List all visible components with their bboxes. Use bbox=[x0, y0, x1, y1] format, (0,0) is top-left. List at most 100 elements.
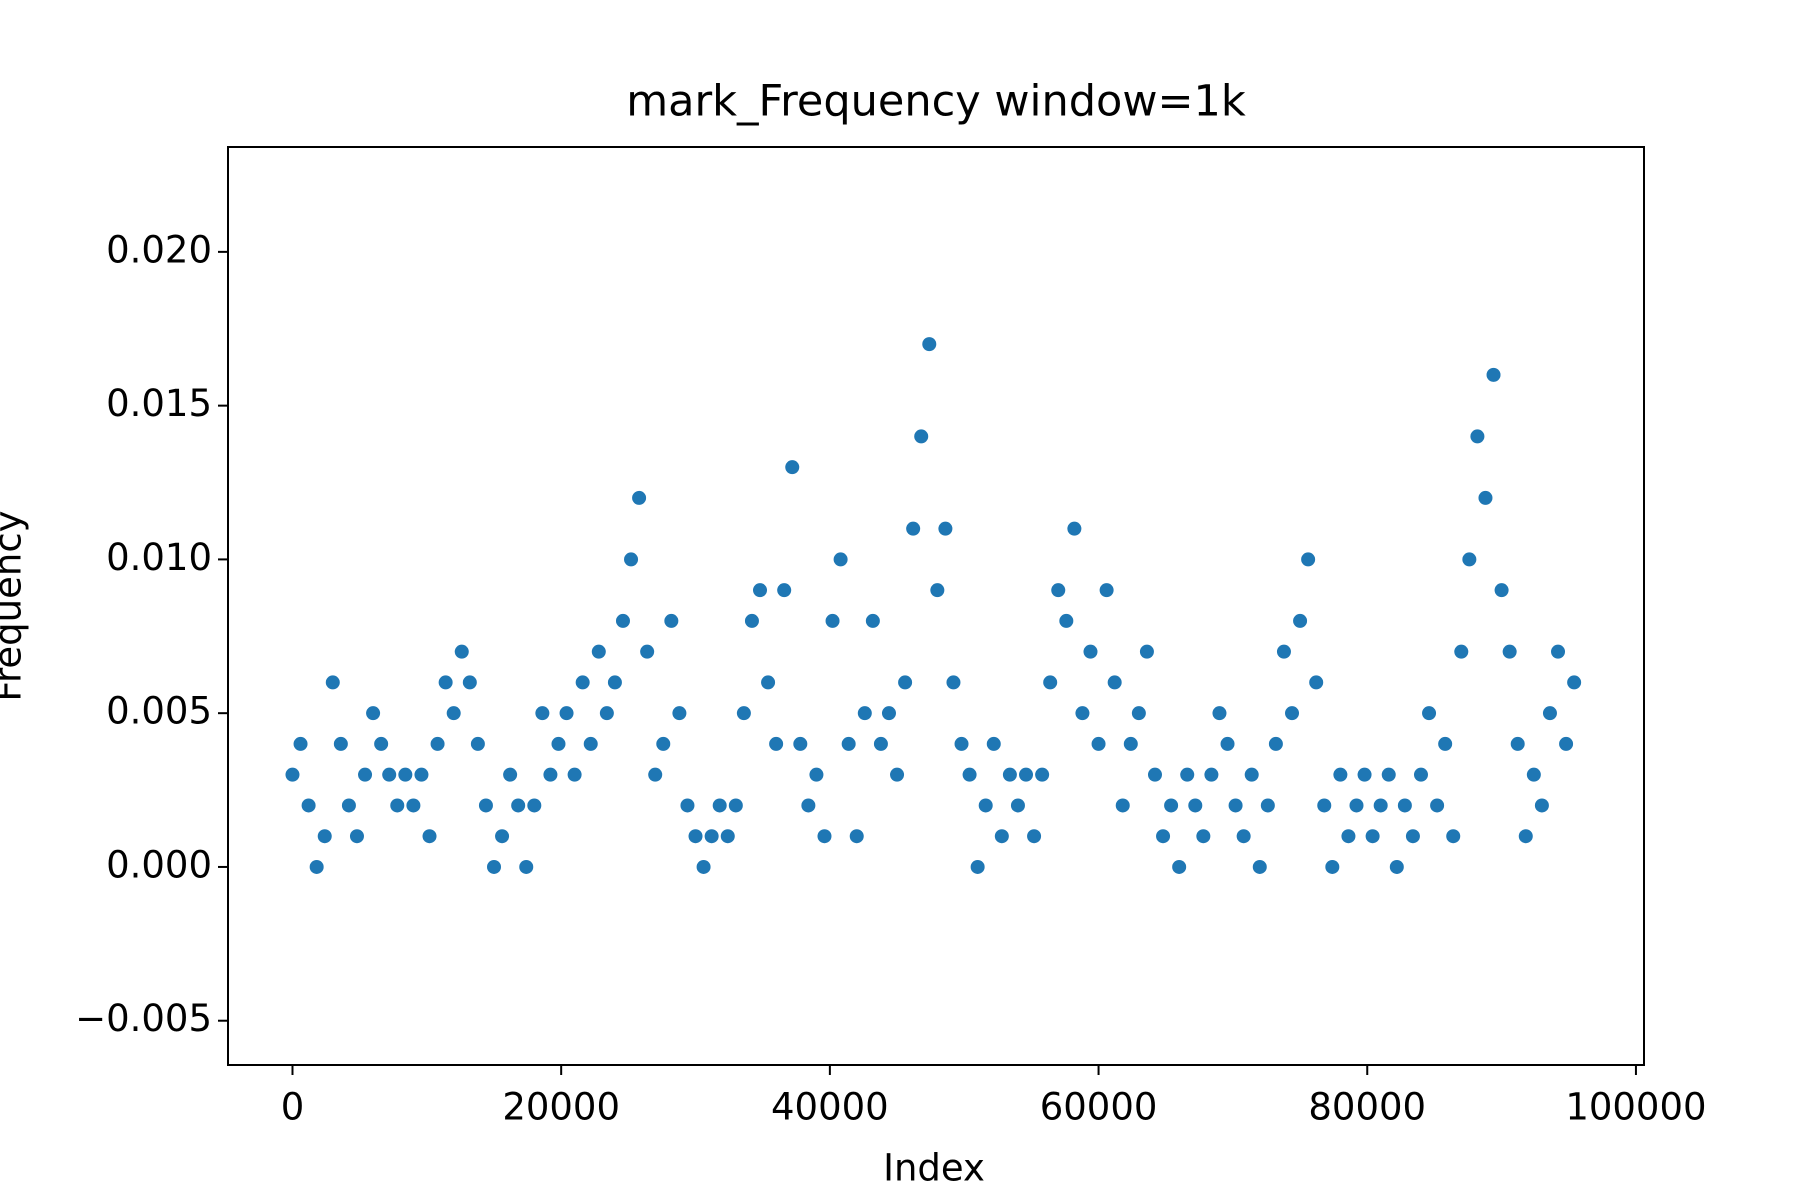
point bbox=[1422, 706, 1437, 721]
point bbox=[648, 767, 663, 782]
point bbox=[1043, 675, 1058, 690]
point bbox=[1188, 798, 1203, 813]
point bbox=[1567, 675, 1582, 690]
point bbox=[873, 736, 888, 751]
point bbox=[519, 859, 534, 874]
point bbox=[406, 798, 421, 813]
point bbox=[607, 675, 622, 690]
point bbox=[753, 583, 768, 598]
x-tick-label: 80000 bbox=[1308, 1086, 1426, 1129]
point bbox=[720, 829, 735, 844]
point bbox=[946, 675, 961, 690]
point bbox=[1019, 767, 1034, 782]
point bbox=[559, 706, 574, 721]
point bbox=[930, 583, 945, 598]
point bbox=[954, 736, 969, 751]
point bbox=[1542, 706, 1557, 721]
point bbox=[615, 613, 630, 628]
point bbox=[551, 736, 566, 751]
x-tick-label: 60000 bbox=[1040, 1086, 1158, 1129]
point bbox=[511, 798, 526, 813]
point bbox=[454, 644, 469, 659]
point bbox=[793, 736, 808, 751]
point bbox=[575, 675, 590, 690]
point bbox=[696, 859, 711, 874]
point bbox=[1059, 613, 1074, 628]
point bbox=[1478, 490, 1493, 505]
point bbox=[994, 829, 1009, 844]
point bbox=[1389, 859, 1404, 874]
point bbox=[285, 767, 300, 782]
y-tick-label: 0.010 bbox=[106, 536, 212, 579]
point bbox=[1349, 798, 1364, 813]
point bbox=[591, 644, 606, 659]
point bbox=[535, 706, 550, 721]
point bbox=[970, 859, 985, 874]
point bbox=[414, 767, 429, 782]
point bbox=[1551, 644, 1566, 659]
y-tick-label: 0.005 bbox=[106, 690, 212, 733]
point bbox=[1010, 798, 1025, 813]
point bbox=[1051, 583, 1066, 598]
point bbox=[865, 613, 880, 628]
point bbox=[1067, 521, 1082, 536]
point bbox=[1438, 736, 1453, 751]
point bbox=[349, 829, 364, 844]
point bbox=[1510, 736, 1525, 751]
point bbox=[922, 337, 937, 352]
point bbox=[1164, 798, 1179, 813]
point bbox=[462, 675, 477, 690]
point bbox=[438, 675, 453, 690]
point bbox=[390, 798, 405, 813]
point bbox=[833, 552, 848, 567]
point bbox=[487, 859, 502, 874]
point bbox=[1559, 736, 1574, 751]
point bbox=[736, 706, 751, 721]
point bbox=[680, 798, 695, 813]
point bbox=[632, 490, 647, 505]
point bbox=[1083, 644, 1098, 659]
point bbox=[382, 767, 397, 782]
point bbox=[398, 767, 413, 782]
point bbox=[301, 798, 316, 813]
point bbox=[1413, 767, 1428, 782]
point bbox=[906, 521, 921, 536]
point bbox=[293, 736, 308, 751]
point bbox=[744, 613, 759, 628]
point bbox=[495, 829, 510, 844]
point bbox=[1430, 798, 1445, 813]
point bbox=[672, 706, 687, 721]
x-tick-label: 100000 bbox=[1565, 1086, 1706, 1129]
point bbox=[1397, 798, 1412, 813]
point bbox=[333, 736, 348, 751]
point bbox=[1107, 675, 1122, 690]
x-axis-label: Index bbox=[883, 1147, 985, 1190]
point bbox=[1212, 706, 1227, 721]
plot-frame bbox=[227, 146, 1645, 1066]
point bbox=[1236, 829, 1251, 844]
point bbox=[986, 736, 1001, 751]
point bbox=[1228, 798, 1243, 813]
point bbox=[1035, 767, 1050, 782]
y-tick-label: 0.015 bbox=[106, 382, 212, 425]
point bbox=[712, 798, 727, 813]
point bbox=[1123, 736, 1138, 751]
point bbox=[890, 767, 905, 782]
point bbox=[688, 829, 703, 844]
point bbox=[777, 583, 792, 598]
point bbox=[599, 706, 614, 721]
point bbox=[1147, 767, 1162, 782]
y-tick-label: 0.020 bbox=[106, 228, 212, 271]
point bbox=[527, 798, 542, 813]
point bbox=[1285, 706, 1300, 721]
point bbox=[825, 613, 840, 628]
point bbox=[728, 798, 743, 813]
point bbox=[1309, 675, 1324, 690]
point bbox=[341, 798, 356, 813]
point bbox=[1139, 644, 1154, 659]
point bbox=[1172, 859, 1187, 874]
y-tick-label: −0.005 bbox=[75, 997, 212, 1040]
point bbox=[664, 613, 679, 628]
point bbox=[761, 675, 776, 690]
